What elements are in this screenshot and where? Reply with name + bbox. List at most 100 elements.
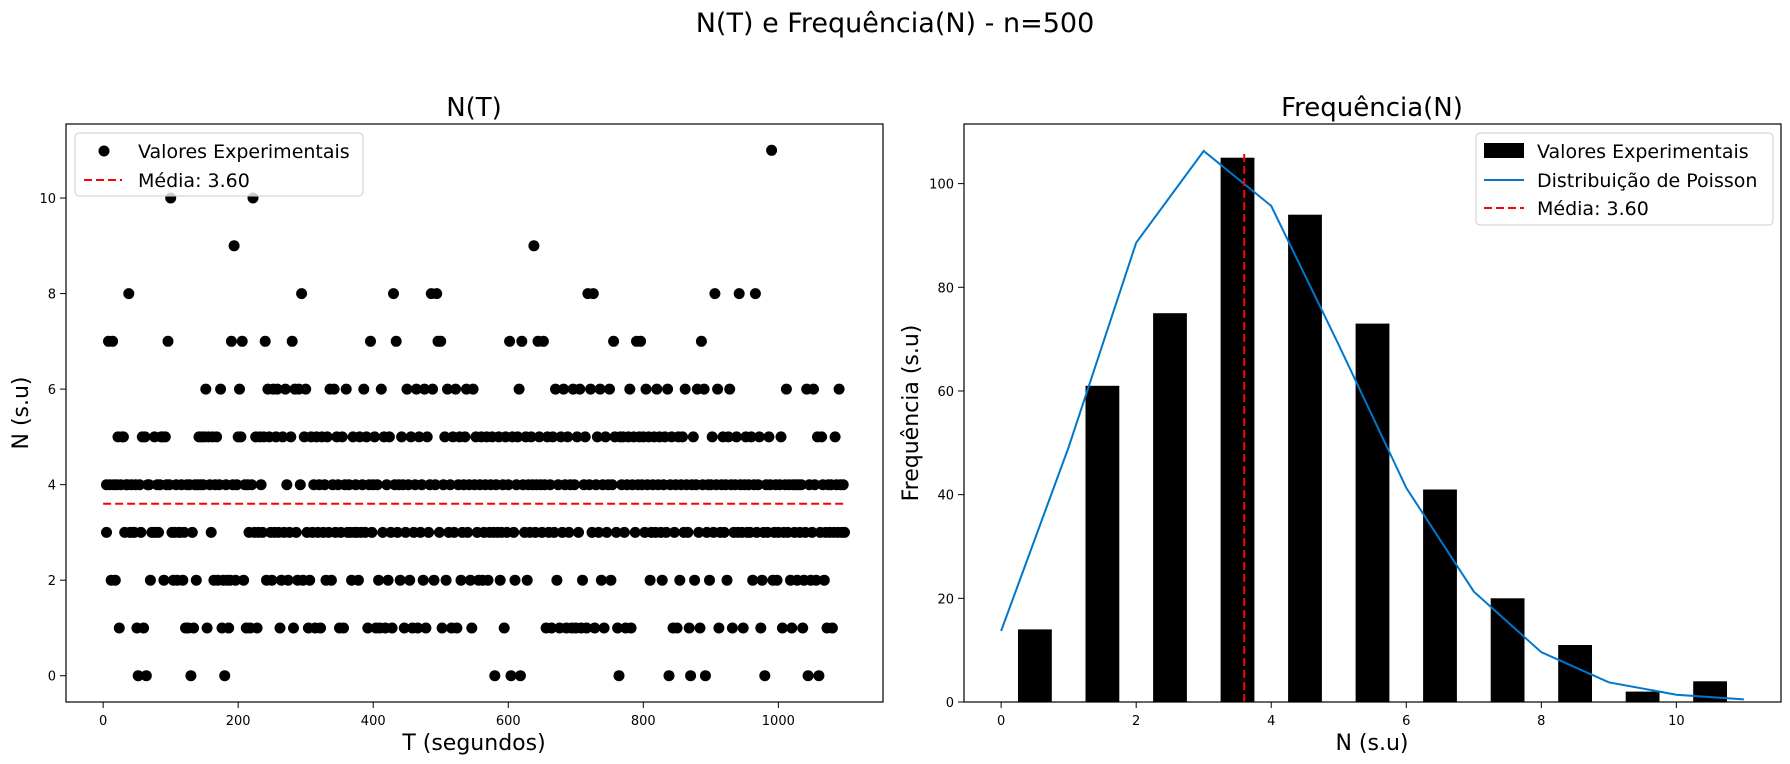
data-point <box>704 574 715 586</box>
scatter-panel: N(T) 0 200 400 600 800 1000 0 2 4 6 8 10 T (segund… <box>9 93 884 756</box>
data-point <box>513 383 525 395</box>
data-point <box>763 431 775 443</box>
data-point <box>679 383 691 395</box>
data-point <box>613 670 625 682</box>
data-point <box>699 670 711 682</box>
histogram-y-ticks: 0 20 40 60 80 100 <box>929 178 964 711</box>
data-point <box>687 431 699 443</box>
data-point <box>113 622 125 634</box>
data-point <box>833 383 845 395</box>
data-point <box>211 431 223 443</box>
data-point <box>340 383 352 395</box>
data-point <box>383 431 395 443</box>
data-point <box>205 526 217 538</box>
data-point <box>766 144 778 156</box>
data-point <box>386 622 398 634</box>
data-point <box>587 288 599 300</box>
y-tick-label: 6 <box>48 383 56 398</box>
data-point <box>562 431 574 443</box>
data-point <box>236 335 248 347</box>
data-point <box>660 526 672 538</box>
data-point <box>140 670 152 682</box>
data-point <box>415 526 426 538</box>
data-point <box>398 622 410 634</box>
data-point <box>388 288 399 300</box>
data-point <box>813 670 825 682</box>
data-point <box>759 670 771 682</box>
x-tick-label: 8 <box>1537 714 1545 729</box>
scatter-points <box>101 144 850 682</box>
x-tick-label: 800 <box>631 714 656 729</box>
data-point <box>618 526 630 538</box>
data-point <box>139 431 151 443</box>
data-point <box>624 383 636 395</box>
scatter-legend-label-points: Valores Experimentais <box>138 141 350 163</box>
scatter-legend: Valores Experimentais Média: 3.60 <box>74 132 364 197</box>
data-point <box>514 670 526 682</box>
data-point <box>726 622 738 634</box>
histogram-legend-box <box>1475 132 1774 226</box>
histogram-bar <box>1693 681 1727 702</box>
data-point <box>585 383 597 395</box>
histogram-bars <box>1018 157 1727 702</box>
data-point <box>640 383 652 395</box>
x-tick-label: 0 <box>99 714 107 729</box>
histogram-bar <box>1490 598 1525 702</box>
data-point <box>756 574 768 586</box>
data-point <box>257 526 268 538</box>
data-point <box>695 335 707 347</box>
data-point <box>600 431 611 443</box>
data-point <box>162 335 174 347</box>
data-point <box>450 383 462 395</box>
x-tick-label: 4 <box>1267 714 1275 729</box>
data-point <box>709 288 721 300</box>
data-point <box>550 383 561 395</box>
data-point <box>228 240 240 252</box>
data-point <box>290 526 302 538</box>
data-point <box>274 622 286 634</box>
data-point <box>605 574 617 586</box>
data-point <box>573 526 584 538</box>
data-point <box>656 574 668 586</box>
data-point <box>755 622 767 634</box>
data-point <box>444 479 456 491</box>
data-point <box>381 479 393 491</box>
y-tick-label: 8 <box>48 288 56 303</box>
scatter-axes-frame <box>65 123 884 703</box>
histogram-y-label: Frequência (s.u) <box>899 325 924 502</box>
data-point <box>215 383 227 395</box>
data-point <box>158 574 170 586</box>
y-tick-label: 10 <box>39 192 56 207</box>
data-point <box>745 431 757 443</box>
histogram-bar <box>1558 645 1592 702</box>
data-point <box>134 479 146 491</box>
x-tick-label: 600 <box>496 714 521 729</box>
data-point <box>435 335 447 347</box>
data-point <box>190 574 202 586</box>
data-point <box>361 431 372 443</box>
data-point <box>606 479 618 491</box>
data-point <box>304 574 316 586</box>
data-point <box>178 526 190 538</box>
data-point <box>259 335 271 347</box>
data-point <box>427 383 439 395</box>
data-point <box>412 622 424 634</box>
scatter-y-ticks: 0 2 4 6 8 10 <box>39 192 66 685</box>
data-point <box>219 670 231 682</box>
data-point <box>558 383 570 395</box>
data-point <box>459 431 471 443</box>
data-point <box>683 622 695 634</box>
data-point <box>818 574 830 586</box>
y-tick-label: 100 <box>929 178 954 193</box>
data-point <box>400 526 412 538</box>
histogram-legend-label-poisson: Distribuição de Poisson <box>1537 170 1757 192</box>
data-point <box>186 526 198 538</box>
histogram-panel: Frequência(N) 0 2 4 6 8 10 0 20 40 60 80 100 N (s.… <box>899 93 1782 756</box>
histogram-legend: Valores Experimentais Distribuição de Po… <box>1475 132 1774 226</box>
data-point <box>682 526 694 538</box>
data-point <box>733 288 745 300</box>
data-point <box>795 479 807 491</box>
data-point <box>601 526 613 538</box>
y-tick-label: 40 <box>937 489 954 504</box>
data-point <box>404 574 416 586</box>
